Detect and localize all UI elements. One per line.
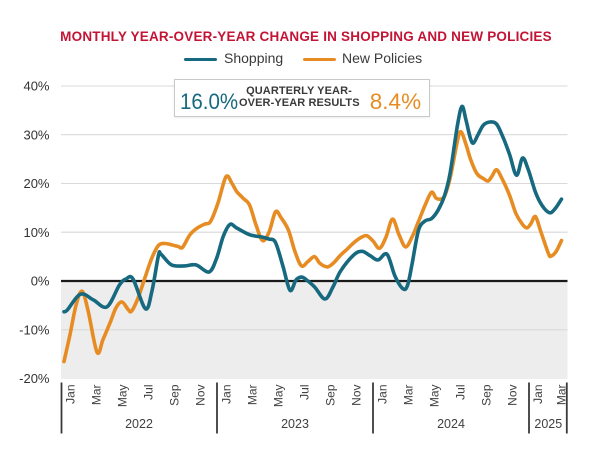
svg-text:Sep: Sep <box>480 384 494 406</box>
svg-text:Sep: Sep <box>168 384 182 406</box>
svg-text:2022: 2022 <box>125 417 153 431</box>
svg-text:2025: 2025 <box>534 417 562 431</box>
svg-text:2024: 2024 <box>437 417 465 431</box>
svg-text:Jul: Jul <box>298 385 312 400</box>
svg-text:May: May <box>116 385 130 408</box>
svg-text:Jan: Jan <box>64 385 78 404</box>
svg-text:May: May <box>428 385 442 408</box>
svg-text:-20%: -20% <box>19 371 50 386</box>
svg-text:Jan: Jan <box>220 385 234 404</box>
svg-text:Nov: Nov <box>506 385 520 406</box>
svg-text:Nov: Nov <box>350 385 364 406</box>
svg-text:May: May <box>272 385 286 408</box>
svg-text:Sep: Sep <box>324 384 338 406</box>
svg-text:2023: 2023 <box>281 417 309 431</box>
svg-text:Jul: Jul <box>454 385 468 400</box>
svg-text:Jan: Jan <box>376 385 390 404</box>
svg-text:30%: 30% <box>23 127 49 142</box>
svg-text:20%: 20% <box>23 176 49 191</box>
svg-text:Jul: Jul <box>142 385 156 400</box>
svg-text:-10%: -10% <box>19 322 50 337</box>
svg-text:Nov: Nov <box>194 385 208 406</box>
svg-text:Mar: Mar <box>402 385 416 406</box>
svg-text:0%: 0% <box>31 274 50 289</box>
svg-text:40%: 40% <box>23 79 49 94</box>
svg-text:10%: 10% <box>23 225 49 240</box>
svg-text:Mar: Mar <box>246 385 260 406</box>
svg-text:Mar: Mar <box>554 385 568 406</box>
svg-text:Mar: Mar <box>90 385 104 406</box>
svg-text:Jan: Jan <box>531 385 545 404</box>
